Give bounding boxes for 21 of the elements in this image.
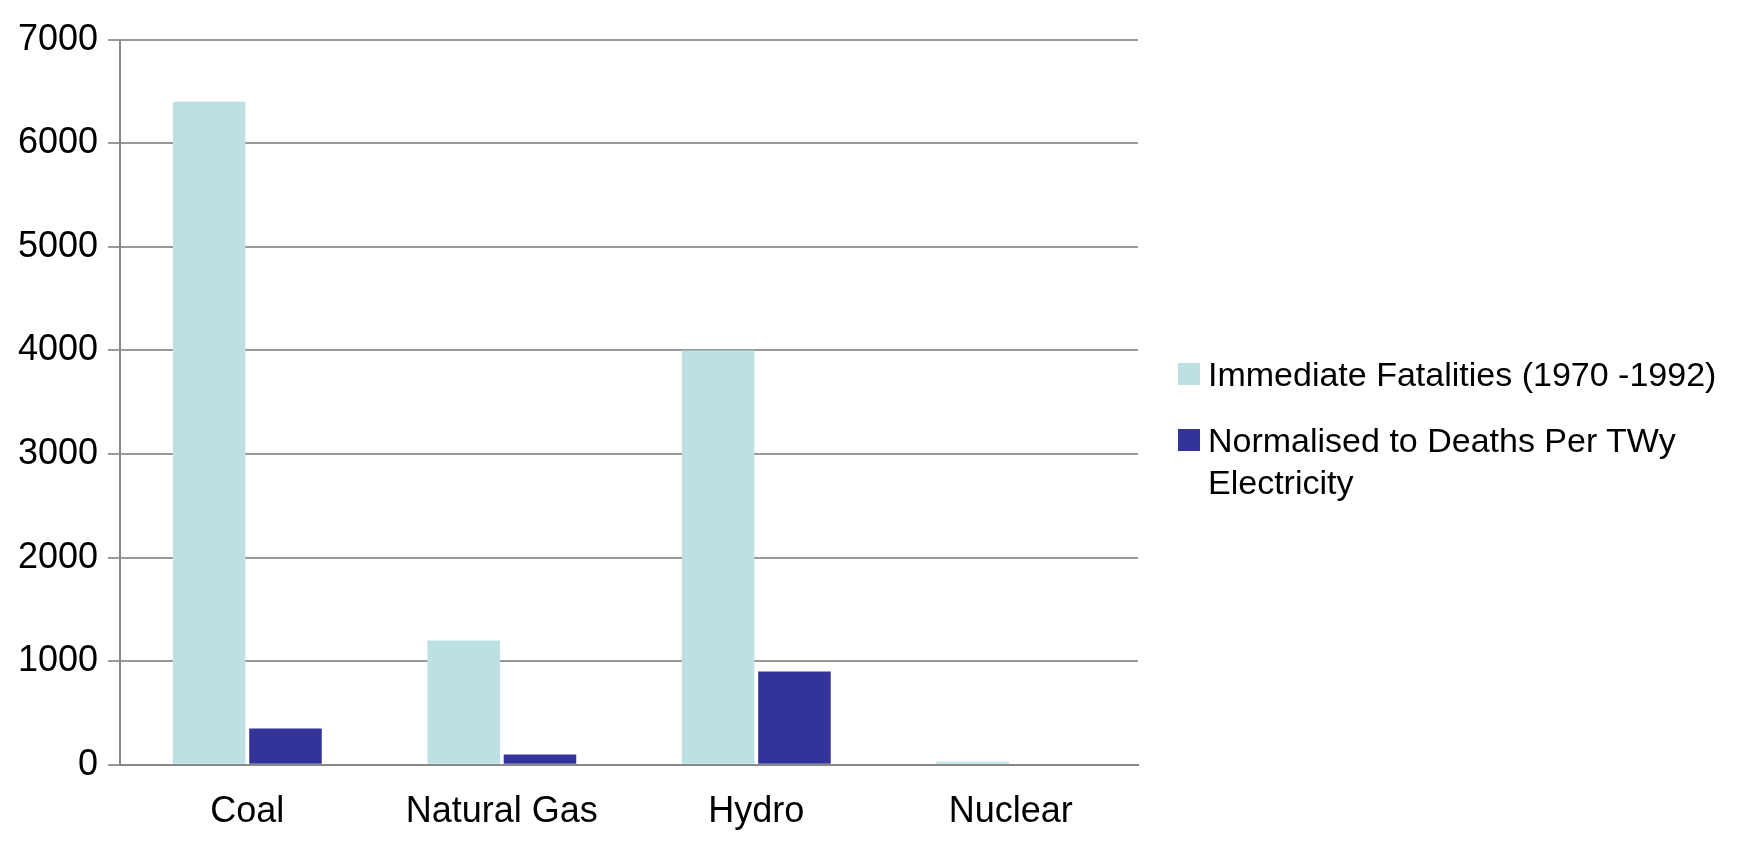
- legend-label: Normalised to Deaths Per TWy Electricity: [1208, 420, 1677, 503]
- bar: [249, 728, 322, 764]
- bar: [681, 350, 755, 764]
- y-tick-label: 1000: [17, 638, 99, 680]
- y-tick-label: 3000: [17, 430, 99, 472]
- y-tick-label: 0: [78, 741, 99, 783]
- x-tick-label: Coal: [210, 789, 285, 831]
- x-tick-label: Nuclear: [948, 789, 1073, 831]
- x-tick-label: Hydro: [708, 789, 805, 831]
- bar: [503, 754, 577, 764]
- y-tick-label: 5000: [17, 223, 99, 265]
- x-tick-label: Natural Gas: [405, 789, 598, 831]
- y-tick-label: 6000: [17, 120, 99, 162]
- legend-label: Immediate Fatalities (1970 -1992): [1208, 354, 1717, 395]
- y-tick-label: 2000: [17, 534, 99, 576]
- y-tick-label: 7000: [17, 16, 99, 58]
- bar: [758, 671, 831, 764]
- bar: [172, 101, 246, 764]
- bar: [427, 640, 500, 764]
- y-tick-label: 4000: [17, 327, 99, 369]
- bar: [936, 761, 1009, 764]
